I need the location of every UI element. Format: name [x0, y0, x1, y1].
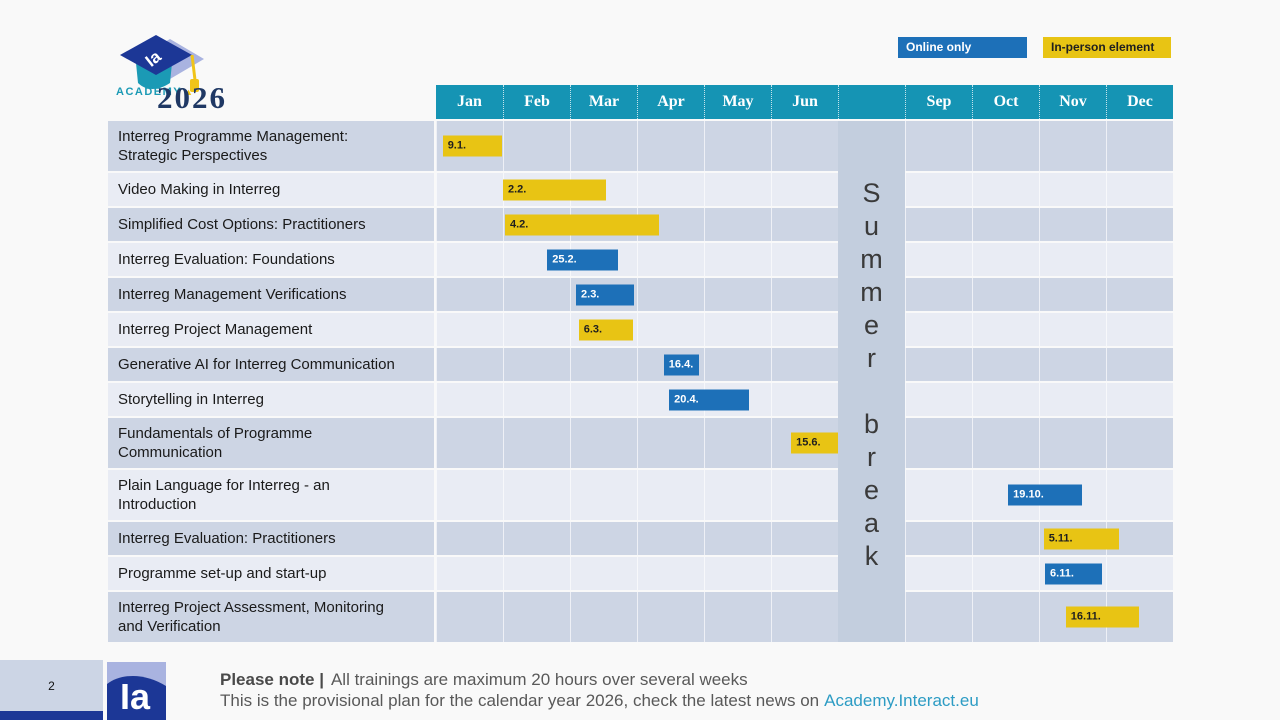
gantt-bar-inperson: 4.2. — [505, 214, 660, 235]
row-chart-strip: 19.10. — [436, 470, 1173, 520]
gantt-rows: Interreg Programme Management: Strategic… — [108, 121, 1173, 644]
gantt-row: Interreg Evaluation: Practitioners 5.11. — [108, 522, 1173, 555]
row-chart-strip: 5.11. — [436, 522, 1173, 555]
month-mar: Mar — [570, 85, 637, 119]
page-number-box: 2 — [0, 660, 103, 711]
gantt-bar-online: 19.10. — [1008, 484, 1082, 506]
gantt-row: Interreg Programme Management: Strategic… — [108, 121, 1173, 171]
gantt-bar-online: 2.3. — [576, 284, 635, 305]
gantt-row: Generative AI for Interreg Communication… — [108, 348, 1173, 381]
gantt-bar-online: 16.4. — [663, 354, 700, 375]
footer-note-line2: This is the provisional plan for the cal… — [220, 690, 979, 711]
gantt-bar-inperson: 9.1. — [442, 135, 502, 157]
training-name: Programme set-up and start-up — [108, 557, 436, 590]
month-dec: Dec — [1106, 85, 1173, 119]
row-chart-strip: 2.2. — [436, 173, 1173, 206]
gantt-row: Interreg Project Assessment, Monitoring … — [108, 592, 1173, 642]
month-header: Jan Feb Mar Apr May Jun Sep Oct Nov Dec — [436, 85, 1173, 119]
legend-inperson-badge: In-person element — [1043, 37, 1171, 58]
row-chart-strip: 20.4. — [436, 383, 1173, 416]
note-line2-text: This is the provisional plan for the cal… — [220, 691, 820, 710]
month-apr: Apr — [637, 85, 704, 119]
gantt-bar-online: 20.4. — [669, 389, 749, 410]
month-sep: Sep — [905, 85, 972, 119]
row-chart-strip: 16.11. — [436, 592, 1173, 642]
month-oct: Oct — [972, 85, 1039, 119]
training-name: Storytelling in Interreg — [108, 383, 436, 416]
training-name: Interreg Management Verifications — [108, 278, 436, 311]
academy-triangle-icon: ▲ — [184, 87, 195, 97]
training-name: Interreg Project Management — [108, 313, 436, 346]
training-name: Interreg Project Assessment, Monitoring … — [108, 592, 436, 642]
month-nov: Nov — [1039, 85, 1106, 119]
interact-logo-initials: Ia — [120, 676, 151, 717]
gantt-row: Video Making in Interreg 2.2. — [108, 173, 1173, 206]
training-name: Plain Language for Interreg - an Introdu… — [108, 470, 436, 520]
row-chart-strip: 15.6. — [436, 418, 1173, 468]
gantt-row: Storytelling in Interreg 20.4. — [108, 383, 1173, 416]
page-number-accent-strip — [0, 711, 103, 720]
gantt-row: Interreg Management Verifications 2.3. — [108, 278, 1173, 311]
legend-online-badge: Online only — [898, 37, 1027, 58]
gantt-bar-online: 6.11. — [1045, 563, 1102, 584]
page-number: 2 — [48, 678, 55, 693]
footer-note-line1: Please note | All trainings are maximum 2… — [220, 669, 979, 690]
gantt-row: Plain Language for Interreg - an Introdu… — [108, 470, 1173, 520]
footer-note: Please note | All trainings are maximum 2… — [220, 669, 979, 711]
interact-logo: Ia — [107, 662, 166, 720]
gantt-bar-inperson: 2.2. — [503, 179, 607, 200]
row-chart-strip: 6.11. — [436, 557, 1173, 590]
academy-link[interactable]: Academy.Interact.eu — [824, 691, 979, 710]
note-line1-text: All trainings are maximum 20 hours over … — [330, 670, 748, 689]
gantt-bar-inperson: 16.11. — [1065, 606, 1139, 628]
month-jun: Jun — [771, 85, 838, 119]
training-name: Fundamentals of Programme Communication — [108, 418, 436, 468]
row-chart-strip: 25.2. — [436, 243, 1173, 276]
year-title: 2026 — [157, 80, 227, 115]
gantt-row: Programme set-up and start-up 6.11. — [108, 557, 1173, 590]
gantt-row: Fundamentals of Programme Communication 1… — [108, 418, 1173, 468]
gantt-bar-inperson: 15.6. — [791, 432, 840, 454]
gantt-bar-inperson: 5.11. — [1043, 528, 1119, 549]
gantt-row: Interreg Project Management 6.3. — [108, 313, 1173, 346]
training-name: Interreg Evaluation: Foundations — [108, 243, 436, 276]
gantt-row: Simplified Cost Options: Practitioners 4.… — [108, 208, 1173, 241]
summer-break-column: S u m m e r b r e a k — [838, 121, 905, 642]
month-may: May — [704, 85, 771, 119]
academy-wordmark: ACADEMY ▲ — [116, 86, 195, 98]
row-chart-strip: 4.2. — [436, 208, 1173, 241]
legend: Online only In-person element — [898, 37, 1171, 58]
month-feb: Feb — [503, 85, 570, 119]
gantt-bar-inperson: 6.3. — [578, 319, 633, 340]
training-name: Video Making in Interreg — [108, 173, 436, 206]
training-name: Simplified Cost Options: Practitioners — [108, 208, 436, 241]
row-chart-strip: 6.3. — [436, 313, 1173, 346]
month-jan: Jan — [457, 93, 482, 110]
row-chart-strip: 2.3. — [436, 278, 1173, 311]
academy-cap-icon: Ia — [120, 35, 204, 92]
gantt-row: Interreg Evaluation: Foundations 25.2. — [108, 243, 1173, 276]
note-title: Please note | — [220, 670, 324, 689]
training-name: Generative AI for Interreg Communication — [108, 348, 436, 381]
gantt-bar-online: 25.2. — [547, 249, 619, 270]
summer-break-label: S u m m e r b r e a k — [860, 178, 883, 571]
training-name: Interreg Evaluation: Practitioners — [108, 522, 436, 555]
academy-wordmark-text: ACADEMY — [116, 86, 183, 98]
row-chart-strip: 9.1. — [436, 121, 1173, 171]
training-name: Interreg Programme Management: Strategic… — [108, 121, 436, 171]
row-chart-strip: 16.4. — [436, 348, 1173, 381]
month-summer-blank — [838, 85, 905, 119]
